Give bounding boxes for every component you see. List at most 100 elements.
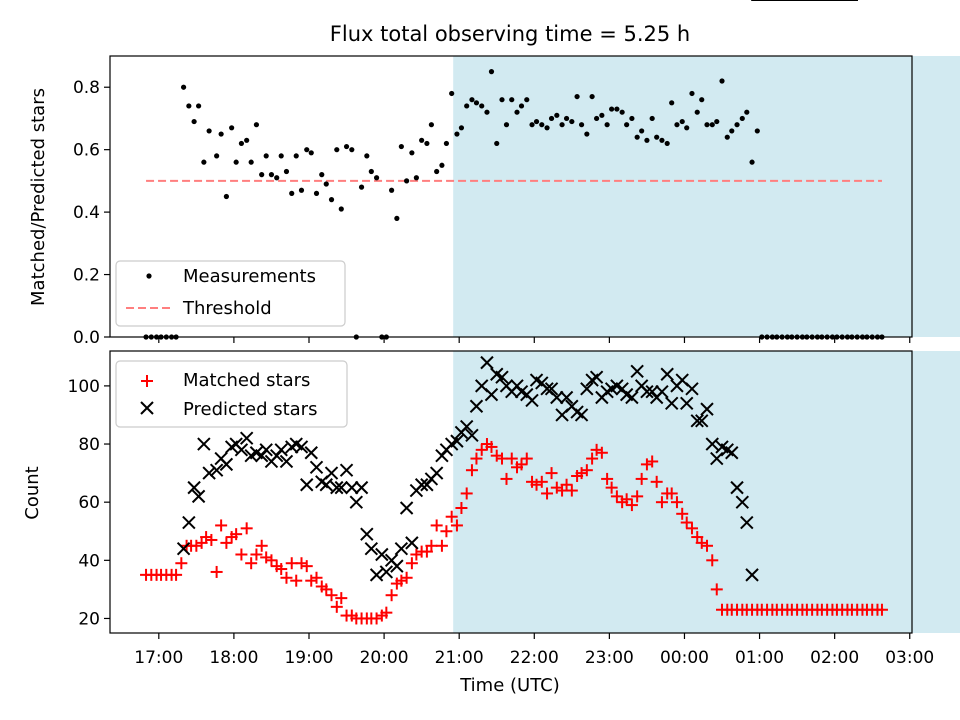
measurement-point <box>218 131 224 137</box>
matched-star-point <box>175 557 188 570</box>
measurement-point <box>554 112 560 118</box>
matched-star-point <box>435 539 448 552</box>
matched-star-point <box>700 539 713 552</box>
measurement-point <box>729 128 735 134</box>
matched-star-point <box>330 600 343 613</box>
matched-star-point <box>665 487 678 500</box>
measurement-point <box>458 125 465 131</box>
x-tick-label: 01:00 <box>735 648 784 668</box>
y-tick-label: 0.8 <box>73 78 100 98</box>
matched-star-point <box>260 551 273 564</box>
matched-star-point <box>370 612 383 625</box>
x-tick-label: 21:00 <box>435 648 484 668</box>
x-tick-label: 17:00 <box>134 648 183 668</box>
matched-star-point <box>500 472 513 485</box>
x-tick-label: 03:00 <box>885 648 934 668</box>
measurement-point <box>584 131 590 137</box>
measurement-point <box>278 153 284 159</box>
predicted-star-point <box>589 370 604 384</box>
predicted-star-point <box>399 501 414 515</box>
matched-star-point <box>580 464 593 477</box>
x-tick-label: 23:00 <box>585 648 634 668</box>
matched-star-point <box>310 571 323 584</box>
matched-star-point <box>215 519 228 532</box>
matched-star-point <box>280 571 293 584</box>
y-tick-label: 0.4 <box>73 203 100 223</box>
measurement-point <box>503 122 510 128</box>
matched-star-point <box>230 528 243 541</box>
measurement-point <box>449 90 455 97</box>
predicted-star-point <box>182 515 196 530</box>
matched-star-point <box>460 487 473 500</box>
predicted-star-point <box>664 396 679 411</box>
matched-star-point <box>430 519 443 532</box>
predicted-star-point <box>735 495 749 509</box>
measurement-point <box>684 125 690 131</box>
measurement-point <box>578 122 585 128</box>
predicted-star-point <box>330 480 344 495</box>
measurement-point <box>599 112 605 118</box>
measurement-point <box>609 106 615 112</box>
predicted-star-point <box>640 384 654 399</box>
matched-star-point <box>455 501 468 514</box>
measurement-point <box>443 140 450 147</box>
measurement-point <box>634 134 640 140</box>
ratio-x-ticks <box>158 337 911 343</box>
predicted-star-point <box>360 527 374 541</box>
y-tick-label: 40 <box>78 551 100 571</box>
matched-star-point <box>680 516 693 529</box>
matched-star-point <box>676 507 689 520</box>
measurement-point <box>754 128 760 134</box>
predicted-star-point <box>429 466 444 480</box>
measurement-point <box>233 159 239 165</box>
y-tick-label: 0.0 <box>73 328 100 348</box>
predicted-star-point <box>234 443 249 457</box>
measurement-point <box>328 197 335 203</box>
measurement-point <box>714 118 720 125</box>
measurement-point <box>394 215 400 221</box>
observing-window-shade <box>453 351 960 633</box>
measurement-point <box>289 190 295 196</box>
matched-star-point <box>565 484 578 497</box>
measurement-point <box>734 122 740 128</box>
chart-title: Flux total observing time = 5.25 h <box>330 22 690 46</box>
predicted-star-point <box>625 390 639 405</box>
measurement-point <box>473 100 480 106</box>
matched-star-point <box>170 568 183 581</box>
measurement-point <box>614 106 620 112</box>
measurement-point <box>518 103 525 109</box>
x-tick-label: 18:00 <box>209 648 258 668</box>
measurement-point <box>464 103 470 109</box>
legend-measurements-marker <box>146 273 152 279</box>
measurement-point <box>654 134 660 140</box>
measurement-point <box>238 140 245 147</box>
predicted-star-point <box>324 466 339 480</box>
matched-star-point <box>335 592 348 605</box>
measurement-point <box>389 187 395 193</box>
legend-box <box>115 360 348 428</box>
matched-star-point <box>295 557 308 570</box>
predicted-star-point <box>580 382 594 396</box>
time-x-axis-label: Time (UTC) <box>459 675 560 696</box>
measurement-point <box>509 97 515 103</box>
predicted-star-point <box>685 382 699 396</box>
matched-star-point <box>220 536 233 549</box>
measurement-point <box>206 128 212 134</box>
predicted-star-point <box>187 480 201 495</box>
measurement-point <box>539 122 545 128</box>
predicted-star-point <box>349 495 364 509</box>
predicted-star-point <box>450 434 464 448</box>
measurement-point <box>469 97 475 103</box>
predicted-star-point <box>705 437 719 451</box>
measurement-point <box>569 118 575 125</box>
matched-star-point <box>695 536 708 549</box>
measurement-point <box>563 115 570 122</box>
measurement-point <box>419 137 425 143</box>
predicted-star-point <box>304 446 318 460</box>
measurement-point <box>674 122 680 128</box>
predicted-star-point <box>469 399 484 413</box>
predicted-star-point <box>414 478 429 492</box>
matched-star-point <box>595 446 608 459</box>
matched-star-point <box>395 574 408 587</box>
measurement-point <box>334 147 340 153</box>
